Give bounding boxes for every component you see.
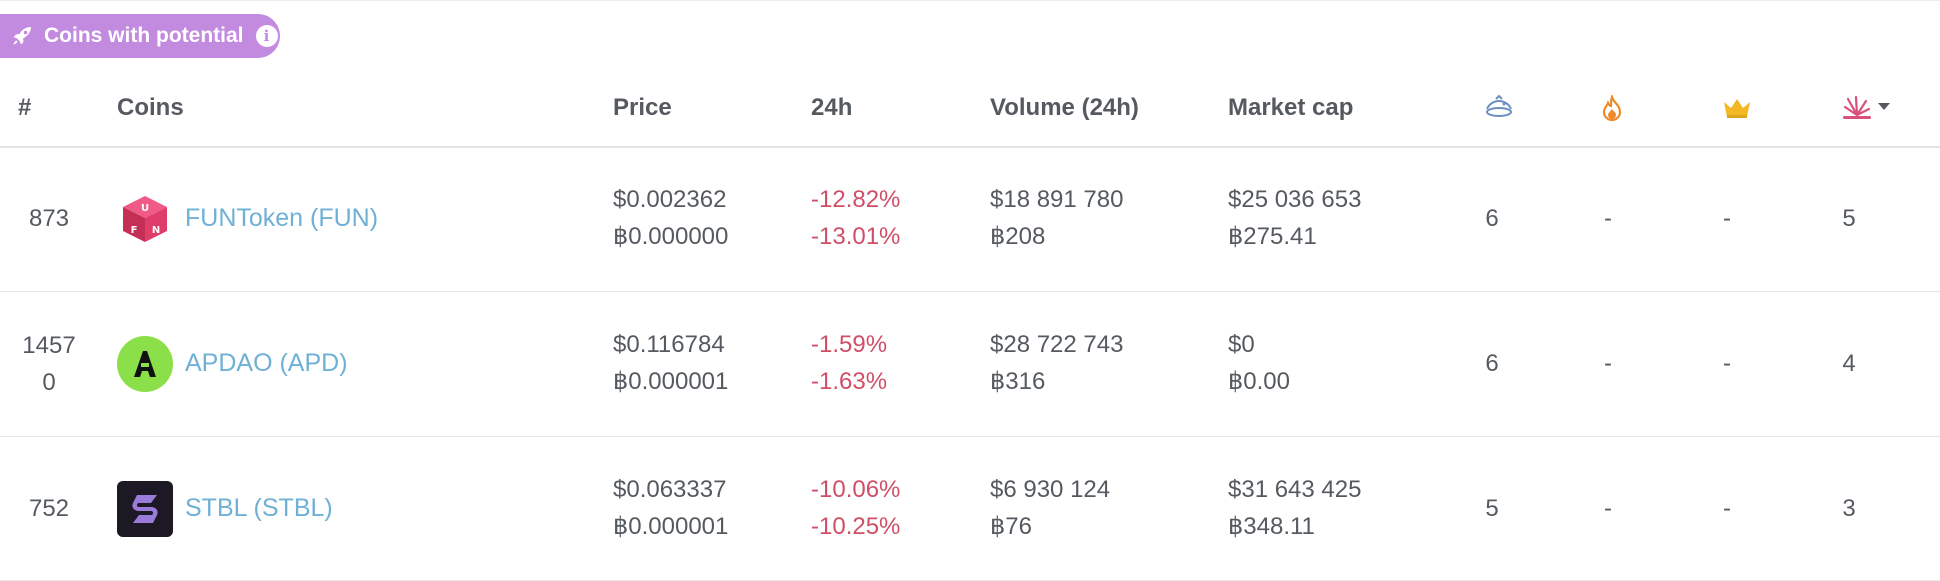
market-cap-usd: $31 643 425 — [1228, 476, 1362, 503]
row-divider — [0, 436, 1940, 437]
volume-24h-header[interactable]: Volume (24h) — [990, 94, 1139, 121]
fire-value: - — [1604, 350, 1612, 377]
crown-icon[interactable] — [1722, 94, 1752, 122]
caret-down-icon[interactable] — [1878, 103, 1890, 110]
svg-text:N: N — [152, 225, 160, 236]
svg-text:F: F — [131, 225, 138, 236]
top-divider — [0, 0, 1940, 1]
price-btc: ฿0.000001 — [613, 368, 729, 395]
fire-value: - — [1604, 495, 1612, 522]
market-cap-header[interactable]: Market cap — [1228, 94, 1354, 121]
market-cap-cell: $31 643 425 ฿348.11 — [1228, 471, 1361, 545]
volume-usd: $28 722 743 — [990, 331, 1124, 358]
price-cell: $0.116784 ฿0.000001 — [613, 326, 728, 400]
table-row[interactable]: 873 U F N FUNToken (FUN) $0.002362 ฿0.00… — [0, 146, 1940, 291]
spaceship-value: 6 — [1485, 205, 1499, 232]
explosion-value: 5 — [1842, 205, 1856, 232]
spaceship-value: 6 — [1485, 350, 1499, 377]
table-row[interactable]: 14570 APDAO (APD) $0.116784 ฿0.000001 -1… — [0, 291, 1940, 436]
table-row[interactable]: 752 STBL (STBL) $0.063337 ฿0.000001 -10.… — [0, 436, 1940, 581]
rocket-icon — [10, 24, 34, 48]
volume-btc: ฿208 — [990, 223, 1046, 250]
market-cap-btc: ฿275.41 — [1228, 223, 1317, 250]
crown-value: - — [1723, 205, 1731, 232]
change-btc: -10.25% — [811, 513, 901, 540]
fire-icon[interactable] — [1597, 94, 1627, 122]
volume-usd: $18 891 780 — [990, 186, 1124, 213]
change-usd: -12.82% — [811, 186, 901, 213]
volume-cell: $28 722 743 ฿316 — [990, 326, 1123, 400]
svg-text:U: U — [141, 203, 149, 214]
price-cell: $0.063337 ฿0.000001 — [613, 471, 728, 545]
change-cell: -1.59% -1.63% — [811, 326, 887, 400]
price-usd: $0.116784 — [613, 331, 725, 358]
price-btc: ฿0.000000 — [613, 223, 729, 250]
market-cap-btc: ฿348.11 — [1228, 513, 1315, 540]
change-btc: -1.63% — [811, 368, 888, 395]
stbl-logo[interactable] — [117, 480, 173, 537]
coin-name-link[interactable]: STBL (STBL) — [185, 494, 333, 522]
rank-header[interactable]: # — [18, 94, 32, 121]
volume-cell: $6 930 124 ฿76 — [990, 471, 1110, 545]
price-btc: ฿0.000001 — [613, 513, 729, 540]
volume-btc: ฿76 — [990, 513, 1032, 540]
volume-usd: $6 930 124 — [990, 476, 1111, 503]
explosion-value: 3 — [1842, 495, 1856, 522]
change-btc: -13.01% — [811, 223, 901, 250]
rank-cell: 14570 — [22, 331, 76, 396]
funtoken-logo[interactable]: U F N — [117, 191, 173, 247]
price-cell: $0.002362 ฿0.000000 — [613, 181, 728, 255]
market-cap-btc: ฿0.00 — [1228, 368, 1290, 395]
coins-with-potential-badge[interactable]: Coins with potential i — [0, 14, 280, 58]
volume-cell: $18 891 780 ฿208 — [990, 181, 1123, 255]
explosion-icon[interactable] — [1842, 94, 1872, 122]
coin-name-link[interactable]: APDAO (APD) — [185, 349, 348, 377]
market-cap-usd: $0 — [1228, 331, 1255, 358]
explosion-value: 4 — [1842, 350, 1856, 377]
price-usd: $0.063337 — [613, 476, 727, 503]
crown-value: - — [1723, 350, 1731, 377]
price-usd: $0.002362 — [613, 186, 727, 213]
change-usd: -1.59% — [811, 331, 888, 358]
rank-cell: 873 — [28, 205, 70, 232]
price-header[interactable]: Price — [613, 94, 672, 121]
market-cap-cell: $25 036 653 ฿275.41 — [1228, 181, 1361, 255]
change-cell: -12.82% -13.01% — [811, 181, 900, 255]
fire-value: - — [1604, 205, 1612, 232]
change-24h-header[interactable]: 24h — [811, 94, 853, 121]
market-cap-cell: $0 ฿0.00 — [1228, 326, 1290, 400]
market-cap-usd: $25 036 653 — [1228, 186, 1362, 213]
spaceship-icon[interactable] — [1484, 94, 1514, 122]
badge-label: Coins with potential — [44, 24, 244, 47]
rank-cell: 752 — [28, 495, 70, 522]
crown-value: - — [1723, 495, 1731, 522]
apdao-logo[interactable] — [117, 335, 173, 392]
volume-btc: ฿316 — [990, 368, 1046, 395]
change-usd: -10.06% — [811, 476, 901, 503]
header-divider — [0, 146, 1940, 148]
info-icon[interactable]: i — [255, 25, 278, 47]
change-cell: -10.06% -10.25% — [811, 471, 900, 545]
coin-name-link[interactable]: FUNToken (FUN) — [185, 204, 379, 232]
coins-header[interactable]: Coins — [117, 94, 184, 121]
row-divider — [0, 291, 1940, 292]
spaceship-value: 5 — [1485, 495, 1499, 522]
